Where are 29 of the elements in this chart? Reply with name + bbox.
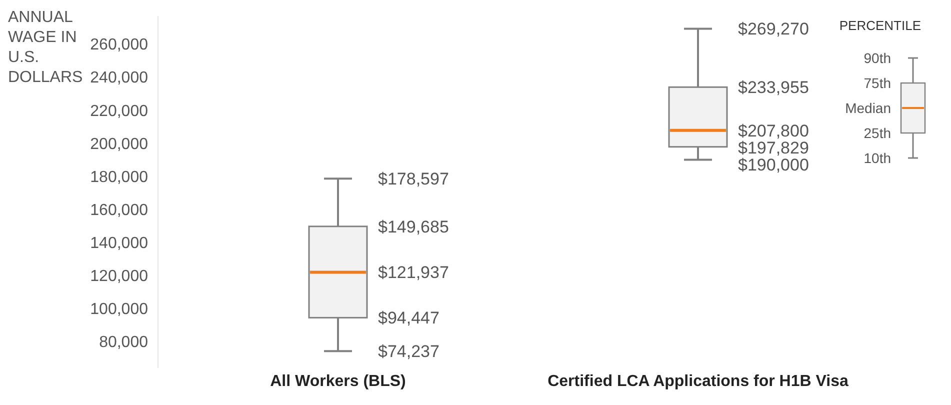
- annotation: $190,000: [738, 155, 809, 174]
- annotation: 25th: [864, 124, 891, 141]
- annotation: $94,447: [378, 308, 440, 328]
- annotation: $121,937: [378, 263, 449, 282]
- x-tick-label: All Workers (BLS): [270, 373, 406, 390]
- y-tick-label: 200,000: [90, 136, 148, 153]
- y-tick-label: 140,000: [90, 235, 148, 252]
- annotation: $149,685: [378, 217, 449, 236]
- annotation: 90th: [864, 50, 891, 66]
- y-tick-label: 240,000: [90, 70, 148, 87]
- y-tick-label: 80,000: [99, 334, 148, 352]
- annotation: 75th: [864, 74, 891, 91]
- legend-title: PERCENTILE: [839, 18, 922, 33]
- annotation: $178,597: [378, 170, 449, 189]
- annotation: $207,800: [738, 121, 809, 140]
- annotation: $233,955: [738, 78, 809, 98]
- annotation: Median: [845, 100, 891, 116]
- y-tick-label: 260,000: [90, 36, 148, 54]
- y-axis-title: ANNUAL WAGE IN U.S. DOLLARS: [8, 9, 83, 86]
- y-tick-label: 220,000: [90, 102, 148, 120]
- annotation: $269,270: [738, 20, 809, 39]
- annotation: 10th: [864, 150, 891, 166]
- annotation: $74,237: [378, 342, 440, 362]
- y-tick-label: 120,000: [90, 268, 148, 286]
- y-tick-label: 100,000: [90, 301, 148, 318]
- y-tick-label: 180,000: [90, 168, 148, 186]
- annotation: $197,829: [738, 138, 809, 158]
- x-tick-label: Certified LCA Applications for H1B Visa: [548, 373, 848, 390]
- y-tick-label: 160,000: [90, 202, 148, 219]
